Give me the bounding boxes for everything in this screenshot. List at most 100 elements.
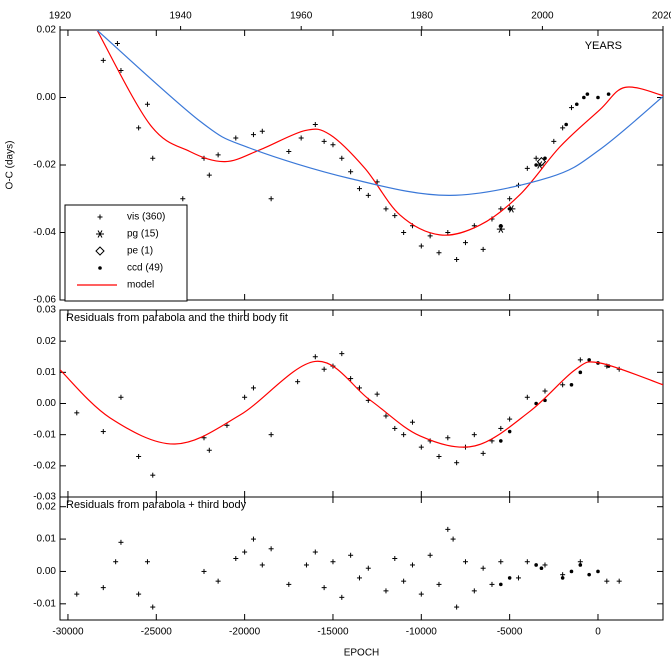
marker-part: [569, 569, 574, 574]
x2-tick-label: 1940: [169, 11, 192, 22]
data-point: [587, 358, 591, 362]
data-point: [596, 95, 600, 100]
legend-label: pe (1): [127, 246, 153, 257]
data-point: [295, 379, 301, 385]
data-point: [365, 565, 371, 571]
data-point: [144, 101, 150, 107]
data-point: [100, 57, 106, 63]
data-point: [100, 585, 106, 591]
data-point: [534, 401, 538, 406]
data-point: [312, 549, 318, 555]
data-point: [339, 351, 345, 357]
data-point: [339, 594, 345, 600]
y-tick-label: -0.03: [33, 492, 56, 503]
data-point: [507, 429, 512, 434]
marker-part: [543, 156, 547, 161]
data-point: [427, 552, 433, 558]
data-point: [507, 207, 512, 211]
data-point: [533, 155, 539, 161]
data-point: [401, 578, 407, 584]
data-point: [242, 394, 248, 400]
marker-part: [539, 566, 544, 571]
annotation: YEARS: [585, 40, 622, 52]
data-point: [259, 562, 265, 568]
marker-part: [98, 266, 102, 270]
y-tick-label: 0.01: [37, 367, 57, 378]
data-point: [118, 68, 124, 73]
data-point: [356, 575, 362, 581]
data-point: [480, 246, 486, 252]
data-point: [582, 95, 586, 100]
data-point: [427, 233, 433, 239]
data-point: [392, 556, 398, 561]
data-point: [418, 591, 424, 597]
data-point: [574, 102, 579, 107]
marker-part: [560, 576, 565, 580]
data-point: [569, 383, 574, 387]
data-point: [454, 604, 460, 610]
data-point: [136, 453, 142, 459]
data-point: [542, 388, 548, 394]
data-point: [543, 156, 547, 161]
data-point: [74, 591, 80, 597]
x2-tick-label: 1960: [290, 11, 313, 22]
y-tick-label: 0.00: [37, 398, 57, 409]
data-point: [489, 581, 495, 587]
data-point: [418, 243, 424, 249]
data-point: [578, 370, 583, 375]
data-point: [259, 128, 265, 134]
x2-tick-label: 2000: [531, 11, 554, 22]
x2-tick-label: 1920: [49, 11, 72, 22]
data-point: [392, 425, 398, 431]
data-point: [312, 122, 318, 127]
data-point: [560, 382, 566, 388]
marker-part: [587, 572, 591, 577]
data-point: [150, 604, 156, 610]
data-point: [348, 376, 354, 382]
data-point: [224, 422, 230, 428]
data-point: [577, 357, 583, 363]
data-point: [445, 230, 451, 235]
data-point: [539, 566, 544, 571]
legend-swatch: [96, 230, 104, 238]
data-point: [136, 125, 142, 131]
marker-part: [578, 563, 583, 567]
plot-frame: [59, 496, 664, 621]
data-point: [499, 223, 503, 228]
y-tick-label: 0.02: [37, 501, 57, 512]
x-axis-label: EPOCH: [344, 648, 380, 659]
data-point: [206, 447, 212, 453]
data-point: [454, 257, 460, 262]
data-point: [383, 588, 389, 594]
legend-box: [64, 204, 188, 302]
data-point: [268, 432, 274, 438]
data-point: [250, 536, 256, 542]
data-point: [498, 425, 504, 431]
marker-part: [574, 102, 579, 107]
data-point: [454, 460, 460, 466]
data-point: [542, 562, 548, 568]
data-point: [480, 450, 486, 456]
marker-part: [537, 161, 543, 169]
data-point: [348, 169, 354, 175]
data-point: [215, 152, 221, 158]
data-point: [303, 562, 309, 568]
marker-part: [587, 358, 591, 362]
marker-part: [534, 401, 538, 406]
data-point: [471, 588, 477, 594]
data-point: [569, 569, 574, 574]
data-point: [524, 394, 530, 400]
data-point: [498, 559, 504, 565]
marker-part: [97, 230, 103, 238]
x-tick-label: -5000: [497, 627, 523, 638]
legend-swatch: [95, 246, 105, 256]
data-point: [113, 559, 119, 565]
data-point: [436, 453, 442, 459]
y-tick-label: 0.02: [37, 336, 57, 347]
legend-swatch: [97, 214, 103, 220]
marker-part: [499, 223, 503, 228]
data-point: [100, 429, 106, 435]
data-point: [436, 581, 442, 587]
data-point: [401, 432, 407, 438]
